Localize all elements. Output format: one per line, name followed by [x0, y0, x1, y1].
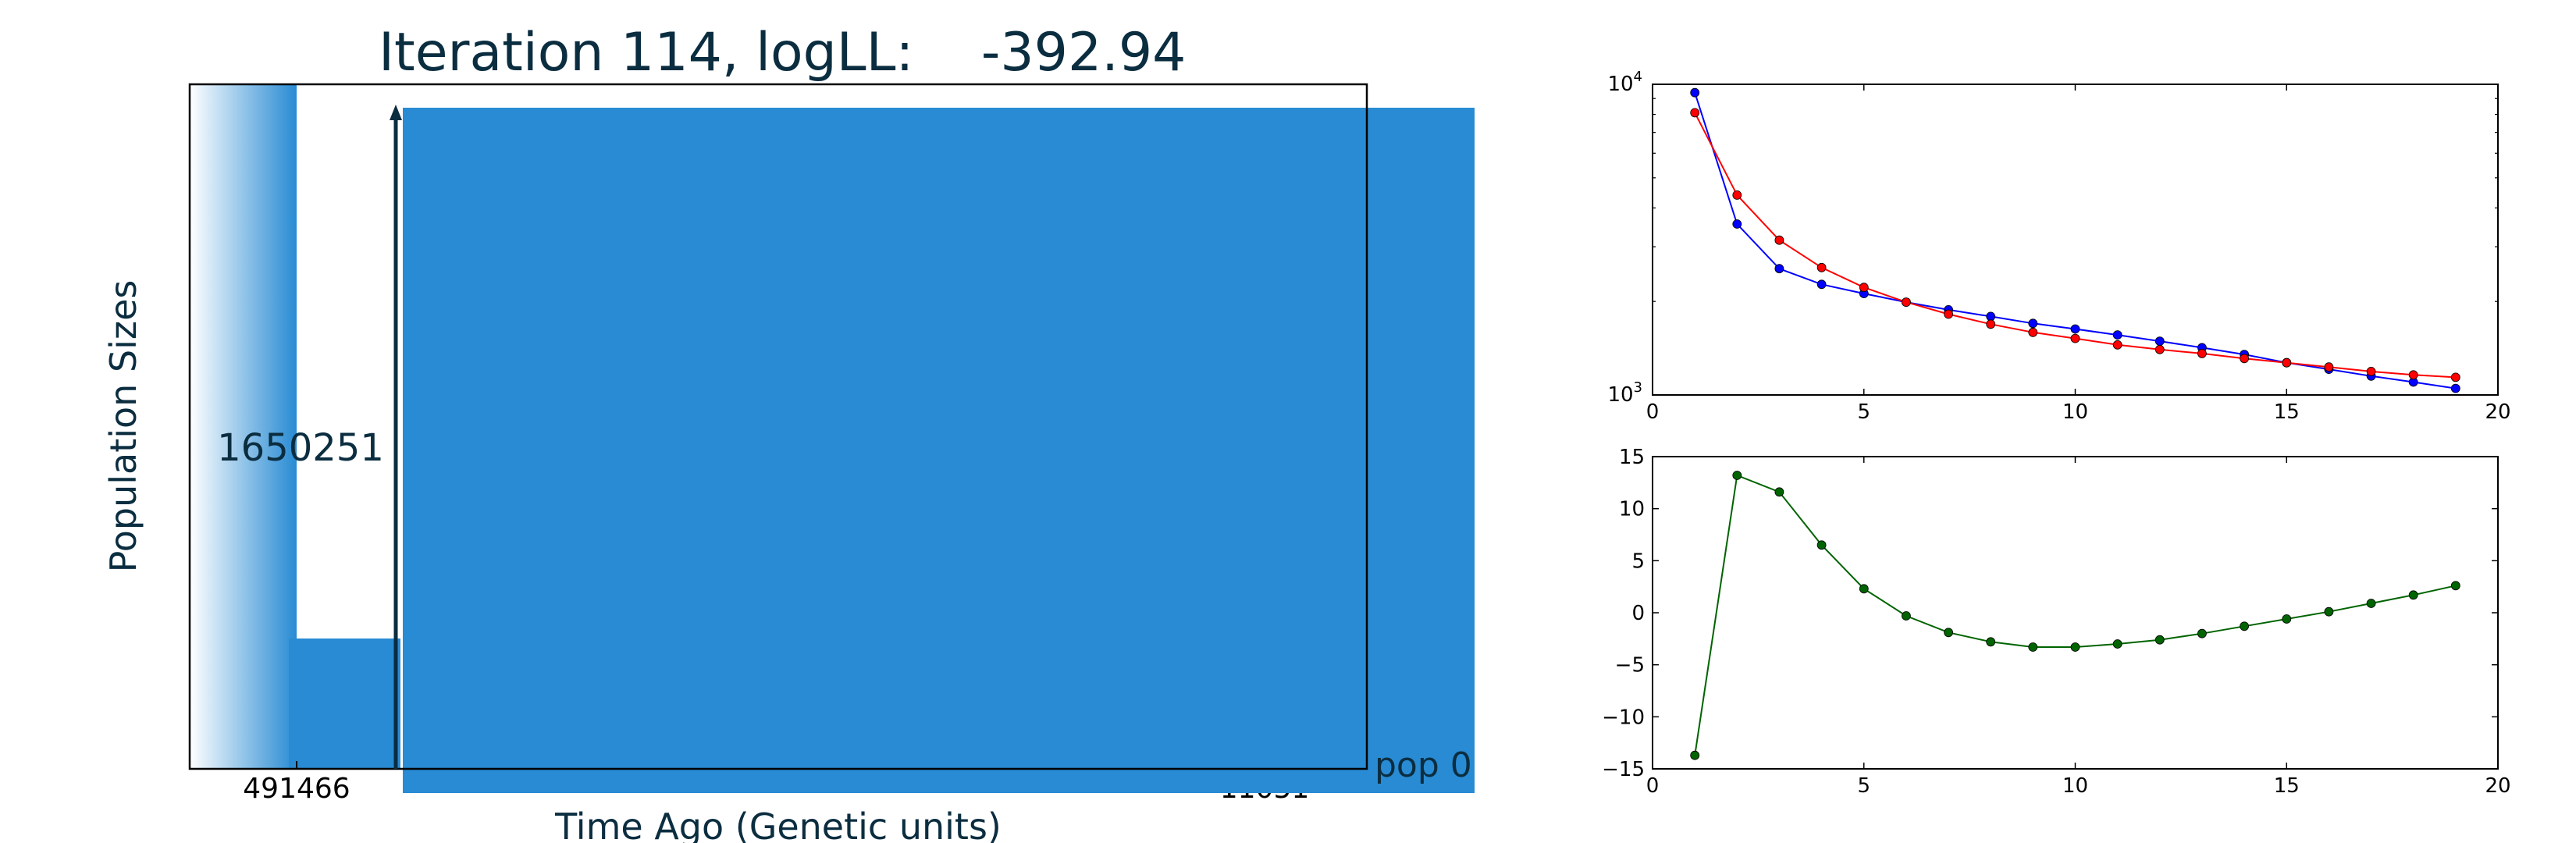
bottom-series-point	[2408, 590, 2418, 600]
bottom-series-point	[2240, 621, 2250, 631]
bottom-line-chart: 0 5 10 15 20 15 10 5 0 −5 −10 −15	[1602, 446, 2510, 798]
top-y-tick-10000: 104	[1607, 69, 1642, 96]
top-series-1-point	[2408, 370, 2418, 380]
y-axis-label: Population Sizes	[102, 280, 144, 573]
bottom-y-tick-label: 0	[1631, 602, 1645, 625]
bottom-series-point	[2197, 628, 2207, 638]
population-diagram: 11051 1650251 491466 pop 0 Iteration 114…	[102, 22, 1475, 843]
bottom-y-tick-label: −5	[1615, 654, 1645, 678]
top-series-1-point	[2028, 327, 2038, 337]
top-y-tick-1000: 103	[1607, 379, 1642, 407]
top-series-1-point	[2240, 354, 2250, 364]
population-size-label: 1650251	[217, 426, 384, 470]
top-series-0-point	[2070, 324, 2080, 334]
population-gap	[297, 84, 400, 638]
ancestral-population-block	[289, 638, 400, 769]
ancestral-population-gradient	[190, 84, 297, 769]
bottom-series-point	[1774, 487, 1784, 497]
x-axis-label: Time Ago (Genetic units)	[554, 806, 1002, 843]
population-name-label: pop 0	[1375, 745, 1472, 785]
bottom-series-point	[2154, 635, 2165, 645]
bottom-series-point	[1944, 628, 1954, 638]
top-series-1-point	[2324, 362, 2334, 372]
top-series-1-point	[1944, 309, 1954, 319]
top-series-1-point	[1774, 235, 1784, 245]
bottom-series-point	[2366, 599, 2376, 608]
top-series-1-point	[2112, 340, 2122, 350]
bottom-y-tick-label: 15	[1619, 446, 1645, 469]
bottom-y-tick-label: −15	[1602, 758, 1645, 781]
population-size-arrowhead	[390, 105, 402, 120]
top-x-tick-label: 15	[2274, 400, 2300, 424]
bottom-x-tick-label: 0	[1646, 774, 1660, 798]
bottom-series-point	[1986, 637, 1996, 647]
bottom-series-point	[2282, 614, 2292, 624]
top-series-0-point	[2028, 318, 2038, 329]
top-series-0-point	[2112, 330, 2122, 340]
present-population-block	[403, 108, 1475, 793]
top-line-chart: 0 5 10 15 20 103 104	[1607, 69, 2510, 424]
bottom-x-tick-label: 10	[2062, 774, 2088, 798]
bottom-series-point	[1859, 584, 1869, 594]
top-series-1-point	[2366, 366, 2376, 376]
bottom-x-tick-label: 5	[1857, 774, 1870, 798]
top-series-0-point	[1732, 219, 1742, 229]
top-series-1-point	[1986, 319, 1996, 329]
chart-title: Iteration 114, logLL: -392.94	[379, 22, 1186, 84]
top-series-layer	[1690, 87, 2460, 393]
top-series-0-point	[1690, 87, 1700, 98]
bottom-y-tick-label: −10	[1602, 706, 1645, 729]
bottom-y-tick-label: 5	[1631, 550, 1645, 573]
top-series-1-point	[2282, 357, 2292, 368]
top-series-0-point	[1816, 279, 1827, 290]
bottom-series-point	[2450, 581, 2460, 591]
bottom-series-layer	[1690, 471, 2460, 760]
top-x-tick-label: 20	[2485, 400, 2510, 424]
top-series-1-point	[1816, 262, 1827, 272]
bottom-tick-layer: 0 5 10 15 20 15 10 5 0 −5 −10 −15	[1602, 446, 2510, 798]
bottom-series-point	[1901, 611, 1911, 621]
top-series-1-point	[2154, 344, 2165, 354]
top-x-tick-label: 0	[1646, 400, 1660, 424]
bottom-series-point	[1816, 540, 1827, 550]
bottom-series-point	[2112, 639, 2122, 649]
top-series-0-point	[2154, 336, 2165, 347]
top-series-1-point	[2070, 333, 2080, 343]
bottom-series-point	[2028, 642, 2038, 652]
bottom-series-point	[2070, 642, 2080, 652]
bottom-series-point	[1690, 750, 1700, 760]
top-tick-layer: 0 5 10 15 20	[1646, 84, 2511, 424]
top-series-1-point	[2450, 372, 2460, 382]
top-series-0-point	[1774, 264, 1784, 274]
time-tick-label: 491466	[243, 773, 350, 805]
bottom-y-tick-label: 10	[1619, 498, 1645, 521]
bottom-x-tick-label: 20	[2485, 774, 2510, 798]
bottom-plot-frame	[1652, 456, 2499, 770]
top-series-1-point	[1690, 108, 1700, 118]
bottom-series-point	[2324, 606, 2334, 617]
bottom-x-tick-label: 15	[2274, 774, 2300, 798]
top-series-0-point	[1986, 311, 1996, 322]
bottom-series-line	[1694, 474, 2457, 756]
bottom-series-point	[1732, 471, 1742, 480]
top-series-1-point	[1859, 283, 1869, 293]
top-series-1-point	[2197, 348, 2207, 358]
top-series-1-point	[1901, 297, 1911, 308]
top-series-1-point	[1732, 190, 1742, 200]
population-plot-frame	[188, 83, 1368, 770]
top-series-0-line	[1694, 92, 2456, 389]
top-x-tick-label: 10	[2062, 400, 2088, 424]
top-series-0-point	[2450, 383, 2460, 393]
top-x-tick-label: 5	[1857, 400, 1870, 424]
